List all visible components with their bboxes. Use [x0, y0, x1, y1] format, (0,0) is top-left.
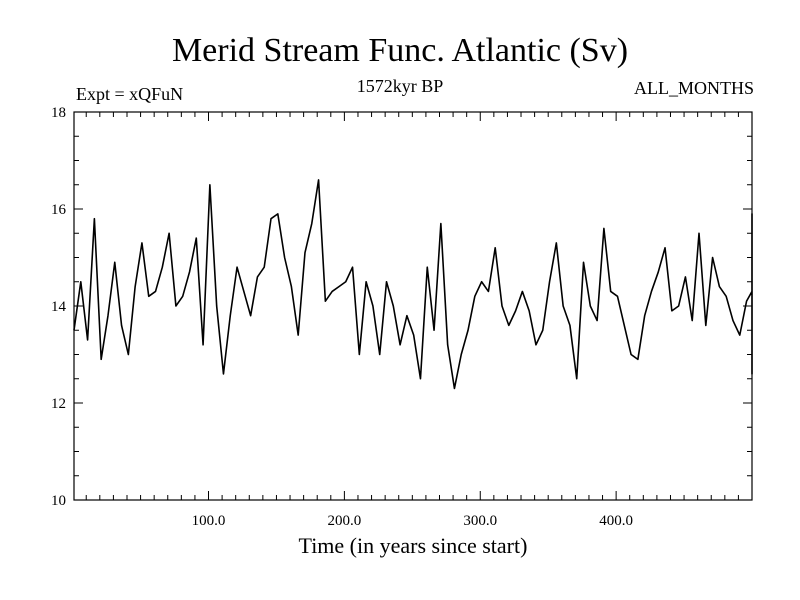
- y-tick-label: 14: [51, 299, 67, 315]
- months-label: ALL_MONTHS: [634, 78, 754, 98]
- y-tick-label: 12: [51, 396, 66, 412]
- axis-tick-labels: 100.0 200.0 300.0 400.0 10 12 14 16 18: [51, 105, 633, 529]
- x-tick-label: 200.0: [328, 513, 362, 529]
- y-tick-label: 18: [51, 105, 66, 121]
- x-tick-label: 100.0: [192, 513, 226, 529]
- x-tick-label: 300.0: [463, 513, 497, 529]
- series-line: [73, 179, 753, 390]
- chart-subtitle: 1572kyr BP: [356, 76, 444, 96]
- y-tick-label: 10: [51, 493, 66, 509]
- x-axis-label: Time (in years since start): [299, 533, 528, 558]
- axis-ticks: [74, 111, 752, 501]
- y-tick-label: 16: [51, 202, 67, 218]
- chart-title: Merid Stream Func. Atlantic (Sv): [171, 32, 629, 69]
- x-tick-label: 400.0: [599, 513, 633, 529]
- series-layer: [73, 179, 753, 390]
- experiment-label: Expt = xQFuN: [76, 84, 184, 104]
